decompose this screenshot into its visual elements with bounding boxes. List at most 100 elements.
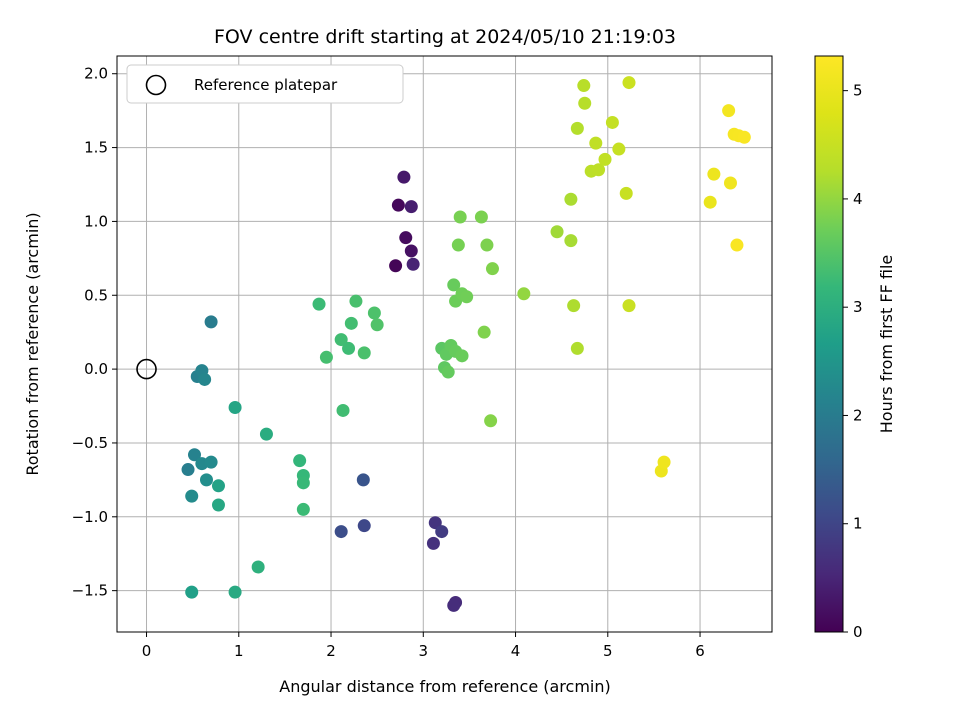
data-point xyxy=(441,365,455,379)
data-point xyxy=(342,341,356,355)
data-point xyxy=(578,96,592,110)
colorbar-frame xyxy=(814,55,844,633)
data-point xyxy=(567,299,581,313)
data-point xyxy=(447,278,461,292)
x-tick-label: 3 xyxy=(419,642,429,660)
data-point xyxy=(447,598,461,612)
data-point xyxy=(455,349,469,363)
data-point xyxy=(391,198,405,212)
data-point xyxy=(406,257,420,271)
colorbar-tick-label: 3 xyxy=(853,298,863,316)
data-point xyxy=(187,448,201,462)
data-point xyxy=(707,167,721,181)
x-tick-label: 6 xyxy=(695,642,705,660)
x-tick-label: 5 xyxy=(603,642,613,660)
data-point xyxy=(228,585,242,599)
data-point xyxy=(474,210,488,224)
colorbar-tick-label: 4 xyxy=(853,190,863,208)
plot-area xyxy=(116,55,773,633)
data-point xyxy=(399,231,413,245)
legend-open-circle-icon xyxy=(145,74,167,96)
data-point xyxy=(435,525,449,539)
x-tick-label: 1 xyxy=(234,642,244,660)
colorbar: 0 1 2 3 4 5 Hours from first FF file xyxy=(814,55,896,641)
data-point xyxy=(204,315,218,329)
legend: Reference platepar xyxy=(126,64,404,104)
data-point xyxy=(344,316,358,330)
y-axis-ticks: −1.5 −1.0 −0.5 0.0 0.5 1.0 1.5 2.0 xyxy=(72,65,117,600)
data-point xyxy=(211,498,225,512)
data-point xyxy=(460,290,474,304)
data-point xyxy=(404,244,418,258)
data-points xyxy=(181,76,751,612)
data-point xyxy=(589,136,603,150)
colorbar-tick-label: 0 xyxy=(853,623,863,641)
data-point xyxy=(577,79,591,93)
chart-title: FOV centre drift starting at 2024/05/10 … xyxy=(214,26,676,48)
data-point xyxy=(357,346,371,360)
data-point xyxy=(612,142,626,156)
x-axis-label: Angular distance from reference (arcmin) xyxy=(279,677,610,696)
data-point xyxy=(564,234,578,248)
data-point xyxy=(451,238,465,252)
data-point xyxy=(293,454,307,468)
colorbar-label: Hours from first FF file xyxy=(877,255,896,434)
colorbar-ticks: 0 1 2 3 4 5 xyxy=(843,82,863,641)
x-gridlines xyxy=(146,56,701,632)
data-point xyxy=(657,455,671,469)
data-point xyxy=(319,350,333,364)
legend-box xyxy=(126,64,404,104)
plot-frame xyxy=(116,55,773,633)
data-point xyxy=(296,502,310,516)
reference-platepar-marker xyxy=(136,358,157,380)
x-axis-ticks: 0 1 2 3 4 5 6 xyxy=(142,632,705,660)
data-point xyxy=(598,152,612,166)
colorbar-tick-label: 2 xyxy=(853,406,863,424)
data-point xyxy=(397,170,411,184)
legend-entry-label: Reference platepar xyxy=(194,76,338,94)
data-point xyxy=(357,519,371,533)
y-tick-label: −1.5 xyxy=(72,582,108,600)
y-tick-label: −0.5 xyxy=(72,434,108,452)
data-point xyxy=(389,259,403,273)
data-point xyxy=(185,489,199,503)
data-point xyxy=(703,195,717,209)
data-point xyxy=(622,299,636,313)
data-point xyxy=(426,536,440,550)
data-point xyxy=(181,463,195,477)
data-point xyxy=(730,238,744,252)
colorbar-gradient xyxy=(815,56,843,632)
y-tick-label: 1.5 xyxy=(84,139,108,157)
data-point xyxy=(404,200,418,214)
data-point xyxy=(723,176,737,190)
x-tick-label: 4 xyxy=(511,642,521,660)
data-point xyxy=(211,479,225,493)
data-point xyxy=(198,372,212,386)
data-point xyxy=(722,104,736,118)
data-point xyxy=(367,306,381,320)
y-tick-label: −1.0 xyxy=(72,508,108,526)
colorbar-tick-label: 1 xyxy=(853,515,863,533)
data-point xyxy=(605,115,619,129)
data-point xyxy=(312,297,326,311)
data-point xyxy=(296,476,310,490)
data-point xyxy=(737,130,751,144)
y-tick-label: 1.0 xyxy=(84,212,108,230)
data-point xyxy=(251,560,265,574)
data-point xyxy=(480,238,494,252)
data-point xyxy=(199,473,213,487)
data-point xyxy=(484,414,498,428)
y-tick-label: 0.0 xyxy=(84,360,108,378)
data-point xyxy=(356,473,370,487)
data-point xyxy=(477,325,491,339)
y-axis-label: Rotation from reference (arcmin) xyxy=(23,212,42,475)
data-point xyxy=(228,401,242,415)
colorbar-tick-label: 5 xyxy=(853,82,863,100)
y-tick-label: 0.5 xyxy=(84,286,108,304)
data-point xyxy=(622,76,636,90)
data-point xyxy=(592,163,606,177)
data-point xyxy=(336,403,350,417)
data-point xyxy=(550,225,564,239)
y-tick-label: 2.0 xyxy=(84,65,108,83)
